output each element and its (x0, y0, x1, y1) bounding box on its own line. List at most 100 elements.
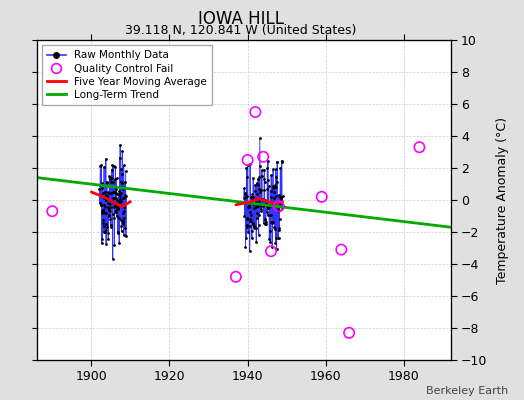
Point (98, 185, 106, 191)
Point (258, 196, 266, 202)
Point (100, 209, 108, 215)
Point (247, 227, 256, 234)
Point (252, 200, 260, 206)
Point (109, 178, 117, 185)
Point (261, 197, 269, 203)
Point (110, 215, 118, 221)
Point (113, 202, 122, 208)
Point (244, 162, 252, 168)
Point (253, 190, 261, 197)
Point (245, 202, 253, 208)
Point (108, 198, 116, 204)
Point (115, 200, 123, 207)
Point (267, 218, 276, 225)
Point (248, 196, 257, 202)
Point (121, 192, 129, 198)
Point (111, 189, 119, 195)
Point (104, 189, 112, 196)
Point (246, 248, 254, 254)
Point (247, 194, 256, 200)
Point (106, 174, 114, 180)
Point (120, 195, 128, 202)
Point (266, 239, 275, 246)
Point (110, 204, 118, 210)
Point (99, 220, 107, 226)
Point (108, 211, 117, 218)
Point (277, 193, 286, 200)
Point (99, 209, 107, 216)
Point (103, 192, 111, 199)
Point (242, 235, 250, 242)
Point (248, 191, 256, 198)
Point (244, 229, 252, 235)
Y-axis label: Temperature Anomaly (°C): Temperature Anomaly (°C) (496, 116, 509, 284)
Point (104, 213, 113, 219)
Point (241, 190, 249, 196)
Point (262, 219, 270, 225)
Point (100, 222, 108, 229)
Point (267, 212, 275, 218)
Point (269, 201, 278, 207)
Point (107, 224, 115, 230)
Point (111, 208, 119, 214)
Point (48, 208, 57, 214)
Point (119, 208, 128, 214)
Point (111, 176, 119, 183)
Point (256, 163, 264, 169)
Point (243, 193, 251, 200)
Point (261, 216, 269, 222)
Point (101, 203, 110, 210)
Point (114, 191, 123, 198)
Point (269, 166, 277, 173)
Point (118, 148, 126, 154)
Point (264, 205, 272, 211)
Point (272, 184, 280, 191)
Point (276, 194, 284, 200)
Point (246, 222, 254, 229)
Point (102, 226, 111, 233)
Point (272, 174, 280, 180)
Point (252, 225, 260, 232)
Point (95, 186, 104, 192)
Point (267, 172, 276, 178)
Point (258, 202, 267, 208)
Point (114, 215, 123, 221)
Point (243, 174, 252, 180)
Point (121, 224, 129, 231)
Point (273, 159, 281, 166)
Point (96, 163, 104, 169)
Point (112, 195, 121, 201)
Point (113, 206, 122, 212)
Point (275, 225, 283, 231)
Point (109, 195, 117, 201)
Point (119, 186, 127, 192)
Point (111, 190, 119, 196)
Point (99, 190, 107, 196)
Point (119, 162, 128, 168)
Point (108, 174, 116, 181)
Point (252, 203, 260, 209)
Point (108, 198, 116, 205)
Point (275, 203, 283, 210)
Point (255, 212, 264, 219)
Point (105, 173, 114, 180)
Point (106, 222, 115, 228)
Point (121, 178, 129, 185)
Point (274, 234, 282, 241)
Point (264, 158, 272, 164)
Point (115, 198, 123, 205)
Point (108, 162, 117, 168)
Point (254, 203, 263, 210)
Point (96, 182, 104, 189)
Point (102, 241, 110, 247)
Point (96, 202, 105, 208)
Point (100, 228, 108, 235)
Point (245, 216, 254, 222)
Point (246, 209, 255, 215)
Point (100, 164, 108, 170)
Point (259, 154, 267, 160)
Point (103, 193, 112, 199)
Point (415, 144, 423, 150)
Point (265, 202, 273, 208)
Point (101, 188, 109, 195)
